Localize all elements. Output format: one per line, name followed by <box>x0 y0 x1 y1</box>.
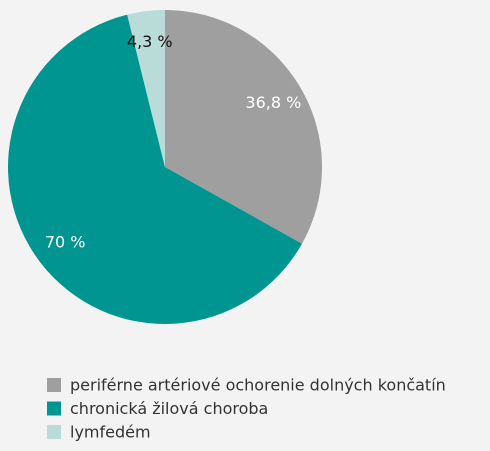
legend-label: lymfedém <box>70 423 151 442</box>
pie-slice <box>127 10 165 167</box>
legend-label: chronická žilová choroba <box>70 399 268 418</box>
pie-slice <box>8 14 302 324</box>
pie-slice <box>165 10 322 244</box>
legend-swatch <box>47 401 61 416</box>
slice-label: 70 % <box>45 233 86 252</box>
legend-swatch <box>47 425 61 439</box>
legend-swatch <box>47 378 61 392</box>
legend-label: periférne artériové ochorenie dolných ko… <box>70 376 446 395</box>
slice-label: 36,8 % <box>245 93 301 112</box>
slice-label: 4,3 % <box>127 32 173 51</box>
